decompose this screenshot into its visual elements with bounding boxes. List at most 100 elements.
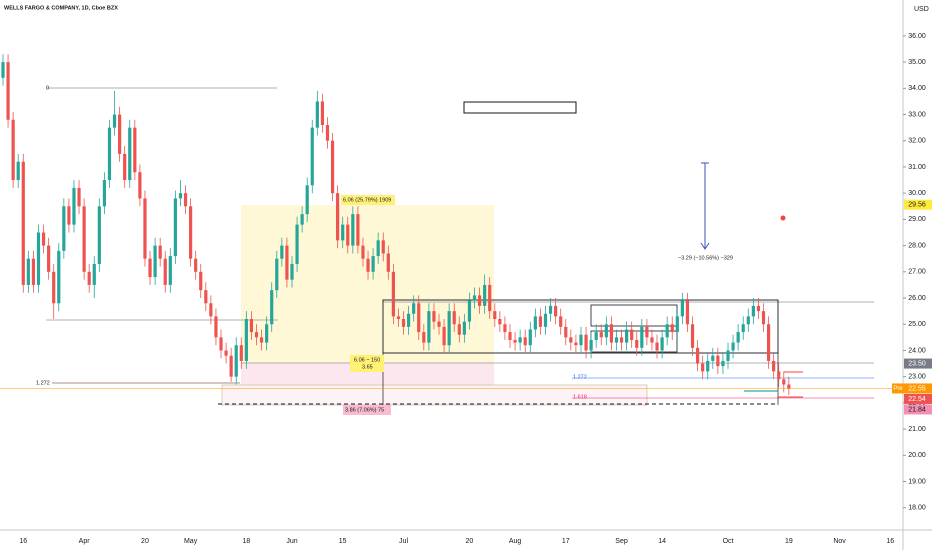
candle-body <box>407 313 411 327</box>
candle-body <box>229 355 233 377</box>
candle-body <box>224 350 228 356</box>
candle-body <box>437 321 441 327</box>
x-tick-label: Sep <box>615 538 628 545</box>
candle-body <box>336 193 340 241</box>
x-tick-label: Apr <box>79 538 91 545</box>
y-tick-label: 24.00 <box>908 347 926 354</box>
candle-body <box>295 224 299 264</box>
candle-body <box>427 311 431 343</box>
candle-body <box>574 342 578 346</box>
candle-body <box>625 329 629 343</box>
y-tick-label: 28.00 <box>908 242 926 249</box>
candle-body <box>168 256 172 285</box>
candle-body <box>422 332 426 343</box>
candle-body <box>787 384 791 389</box>
candle-body <box>640 326 644 348</box>
candle-body <box>488 284 492 312</box>
y-tick-label: 32.00 <box>908 138 926 145</box>
candle-body <box>133 127 137 173</box>
candle-body <box>554 305 558 317</box>
measure-label: 3.65 <box>362 364 373 370</box>
candle-body <box>564 326 568 338</box>
candle-body <box>751 305 755 317</box>
y-tick-label: 34.00 <box>908 85 926 92</box>
candle-body <box>726 350 730 361</box>
price-label-bg <box>904 404 932 415</box>
candle-body <box>148 258 152 278</box>
price-label-bg <box>904 393 932 404</box>
candle-body <box>356 214 360 246</box>
candle-body <box>361 245 365 259</box>
fib-label: 1.272 <box>36 380 50 386</box>
candle-body <box>782 379 786 385</box>
fib-label: 0 <box>46 85 49 91</box>
candle-body <box>386 253 390 272</box>
candle-body <box>660 337 664 351</box>
candle-body <box>756 305 761 312</box>
candle-body <box>619 337 624 343</box>
candle-body <box>493 311 497 319</box>
candle-body <box>731 342 735 351</box>
candle-body <box>351 214 355 246</box>
candle-body <box>234 345 238 377</box>
candle-body <box>102 180 106 207</box>
y-tick-label: 36.00 <box>908 33 926 40</box>
candle-body <box>310 127 314 186</box>
candle-body <box>280 245 284 259</box>
candle-body <box>533 316 537 330</box>
candle-body <box>265 324 269 343</box>
candle-body <box>604 324 608 338</box>
y-tick-label: 25.00 <box>908 321 926 328</box>
candle-body <box>92 263 96 285</box>
candle-body <box>72 187 76 225</box>
candle-body <box>498 318 502 325</box>
candle-body <box>447 311 451 346</box>
candle-body <box>204 290 208 304</box>
y-tick-label: 33.00 <box>908 111 926 118</box>
candle-body <box>543 313 548 327</box>
candle-body <box>249 318 254 333</box>
candle-body <box>772 360 776 372</box>
label-bg <box>341 195 395 205</box>
candle-body <box>523 337 527 346</box>
candle-body <box>107 127 112 181</box>
candle-body <box>36 232 41 285</box>
y-tick-label: 20.00 <box>908 452 926 459</box>
candle-body <box>655 342 659 351</box>
x-tick-label: Oct <box>723 538 734 545</box>
candle-body <box>614 337 619 343</box>
candle-body <box>31 258 36 285</box>
marker-dot <box>780 215 786 221</box>
candle-body <box>97 206 101 264</box>
candle-body <box>128 127 132 181</box>
x-tick-label: 18 <box>242 538 250 545</box>
candle-body <box>396 316 401 319</box>
candle-body <box>118 114 122 154</box>
candle-body <box>584 334 588 351</box>
candle-body <box>630 329 634 340</box>
candle-body <box>432 311 436 322</box>
candle-body <box>300 214 304 225</box>
x-tick-label: 20 <box>466 538 474 545</box>
candle-body <box>143 198 147 259</box>
candle-body <box>706 360 710 372</box>
measure-label: 6.06 (25.79%) 1909 <box>343 197 391 203</box>
arrow-head <box>700 242 710 250</box>
candle-body <box>477 295 482 306</box>
y-tick-label: 31.00 <box>908 164 926 171</box>
candle-body <box>518 337 522 343</box>
candle-body <box>77 187 81 207</box>
candle-body <box>138 172 142 199</box>
price-label-bg <box>904 358 932 369</box>
candle-body <box>483 284 487 306</box>
x-tick-label: 16 <box>19 538 27 545</box>
candle-body <box>330 140 335 194</box>
candle-body <box>711 355 715 361</box>
candle-body <box>548 305 553 314</box>
candle-body <box>376 240 380 257</box>
candle-body <box>503 324 507 333</box>
candle-body <box>452 311 456 325</box>
x-tick-label: 16 <box>886 538 894 545</box>
candle-body <box>112 114 117 128</box>
